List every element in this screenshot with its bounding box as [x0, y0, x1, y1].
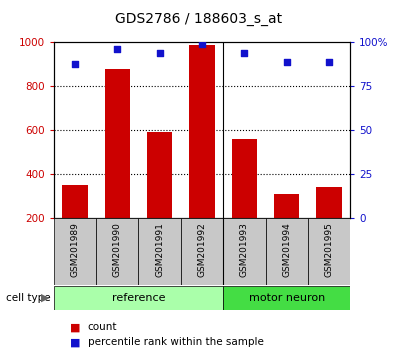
Bar: [308, 218, 350, 285]
Bar: [62, 185, 88, 262]
Point: [326, 59, 332, 64]
Text: GDS2786 / 188603_s_at: GDS2786 / 188603_s_at: [115, 12, 283, 27]
Text: GSM201994: GSM201994: [282, 222, 291, 277]
Bar: [223, 218, 265, 285]
Bar: [54, 286, 223, 310]
Text: percentile rank within the sample: percentile rank within the sample: [88, 337, 263, 347]
Text: motor neuron: motor neuron: [249, 293, 325, 303]
Bar: [274, 194, 299, 262]
Point: [241, 50, 248, 56]
Text: reference: reference: [112, 293, 165, 303]
Text: ▶: ▶: [41, 293, 50, 303]
Text: GSM201995: GSM201995: [324, 222, 334, 277]
Point: [72, 61, 78, 66]
Text: ■: ■: [70, 337, 80, 347]
Text: count: count: [88, 322, 117, 332]
Bar: [54, 218, 96, 285]
Bar: [181, 218, 223, 285]
Text: GSM201993: GSM201993: [240, 222, 249, 277]
Text: GSM201992: GSM201992: [197, 222, 207, 277]
Text: ■: ■: [70, 322, 80, 332]
Bar: [232, 139, 257, 262]
Point: [199, 41, 205, 47]
Bar: [96, 218, 139, 285]
Bar: [316, 187, 342, 262]
Bar: [265, 218, 308, 285]
Text: GSM201989: GSM201989: [70, 222, 80, 277]
Point: [283, 59, 290, 64]
Text: GSM201991: GSM201991: [155, 222, 164, 277]
Text: cell type: cell type: [6, 293, 51, 303]
Bar: [189, 45, 215, 262]
Bar: [147, 132, 172, 262]
Bar: [223, 286, 350, 310]
Bar: [139, 218, 181, 285]
Point: [156, 50, 163, 56]
Bar: [105, 69, 130, 262]
Text: GSM201990: GSM201990: [113, 222, 122, 277]
Point: [114, 47, 121, 52]
